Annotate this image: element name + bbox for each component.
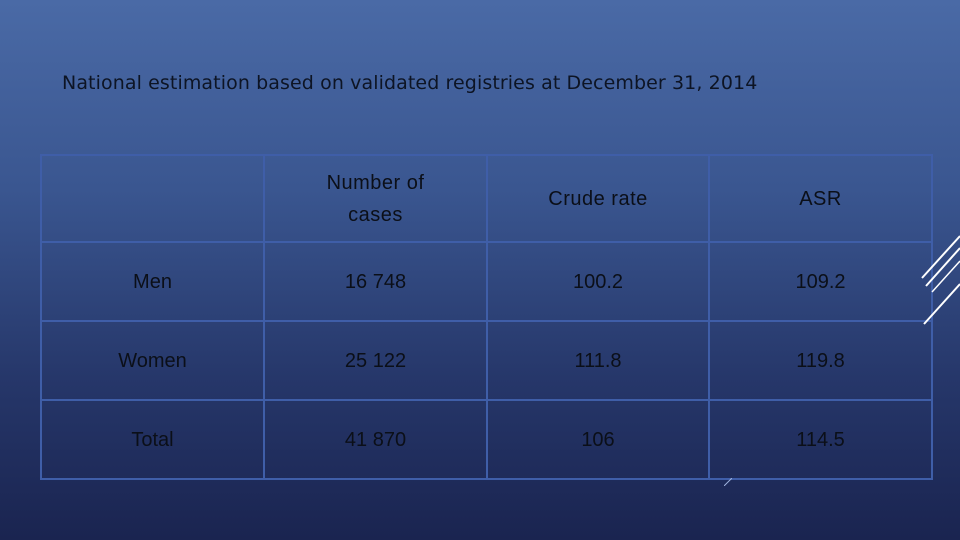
cell-cases: 25 122: [263, 320, 488, 401]
row-label: Men: [40, 241, 265, 322]
statistics-table: Number of cases Crude rate ASR Men 16 74…: [40, 154, 933, 480]
table-row: Men 16 748 100.2 109.2: [40, 241, 933, 322]
cell-cases: 16 748: [263, 241, 488, 322]
column-header-cases-label: Number of cases: [326, 171, 425, 226]
diagonal-lines-icon: [921, 235, 960, 325]
column-header-asr: ASR: [708, 154, 933, 243]
table-header-row: Number of cases Crude rate ASR: [40, 154, 933, 243]
column-header-empty: [40, 154, 265, 243]
table-row: Women 25 122 111.8 119.8: [40, 320, 933, 401]
cell-asr: 119.8: [708, 320, 933, 401]
cell-asr: 109.2: [708, 241, 933, 322]
cell-crude-rate: 106: [486, 399, 710, 480]
cell-crude-rate: 100.2: [486, 241, 710, 322]
cell-asr: 114.5: [708, 399, 933, 480]
decorative-mark-icon: [724, 478, 732, 486]
cell-cases: 41 870: [263, 399, 488, 480]
row-label: Total: [40, 399, 265, 480]
row-label: Women: [40, 320, 265, 401]
column-header-cases: Number of cases: [263, 154, 488, 243]
table-row: Total 41 870 106 114.5: [40, 399, 933, 480]
cell-crude-rate: 111.8: [486, 320, 710, 401]
column-header-crude-rate: Crude rate: [486, 154, 710, 243]
slide-title: National estimation based on validated r…: [62, 72, 758, 94]
